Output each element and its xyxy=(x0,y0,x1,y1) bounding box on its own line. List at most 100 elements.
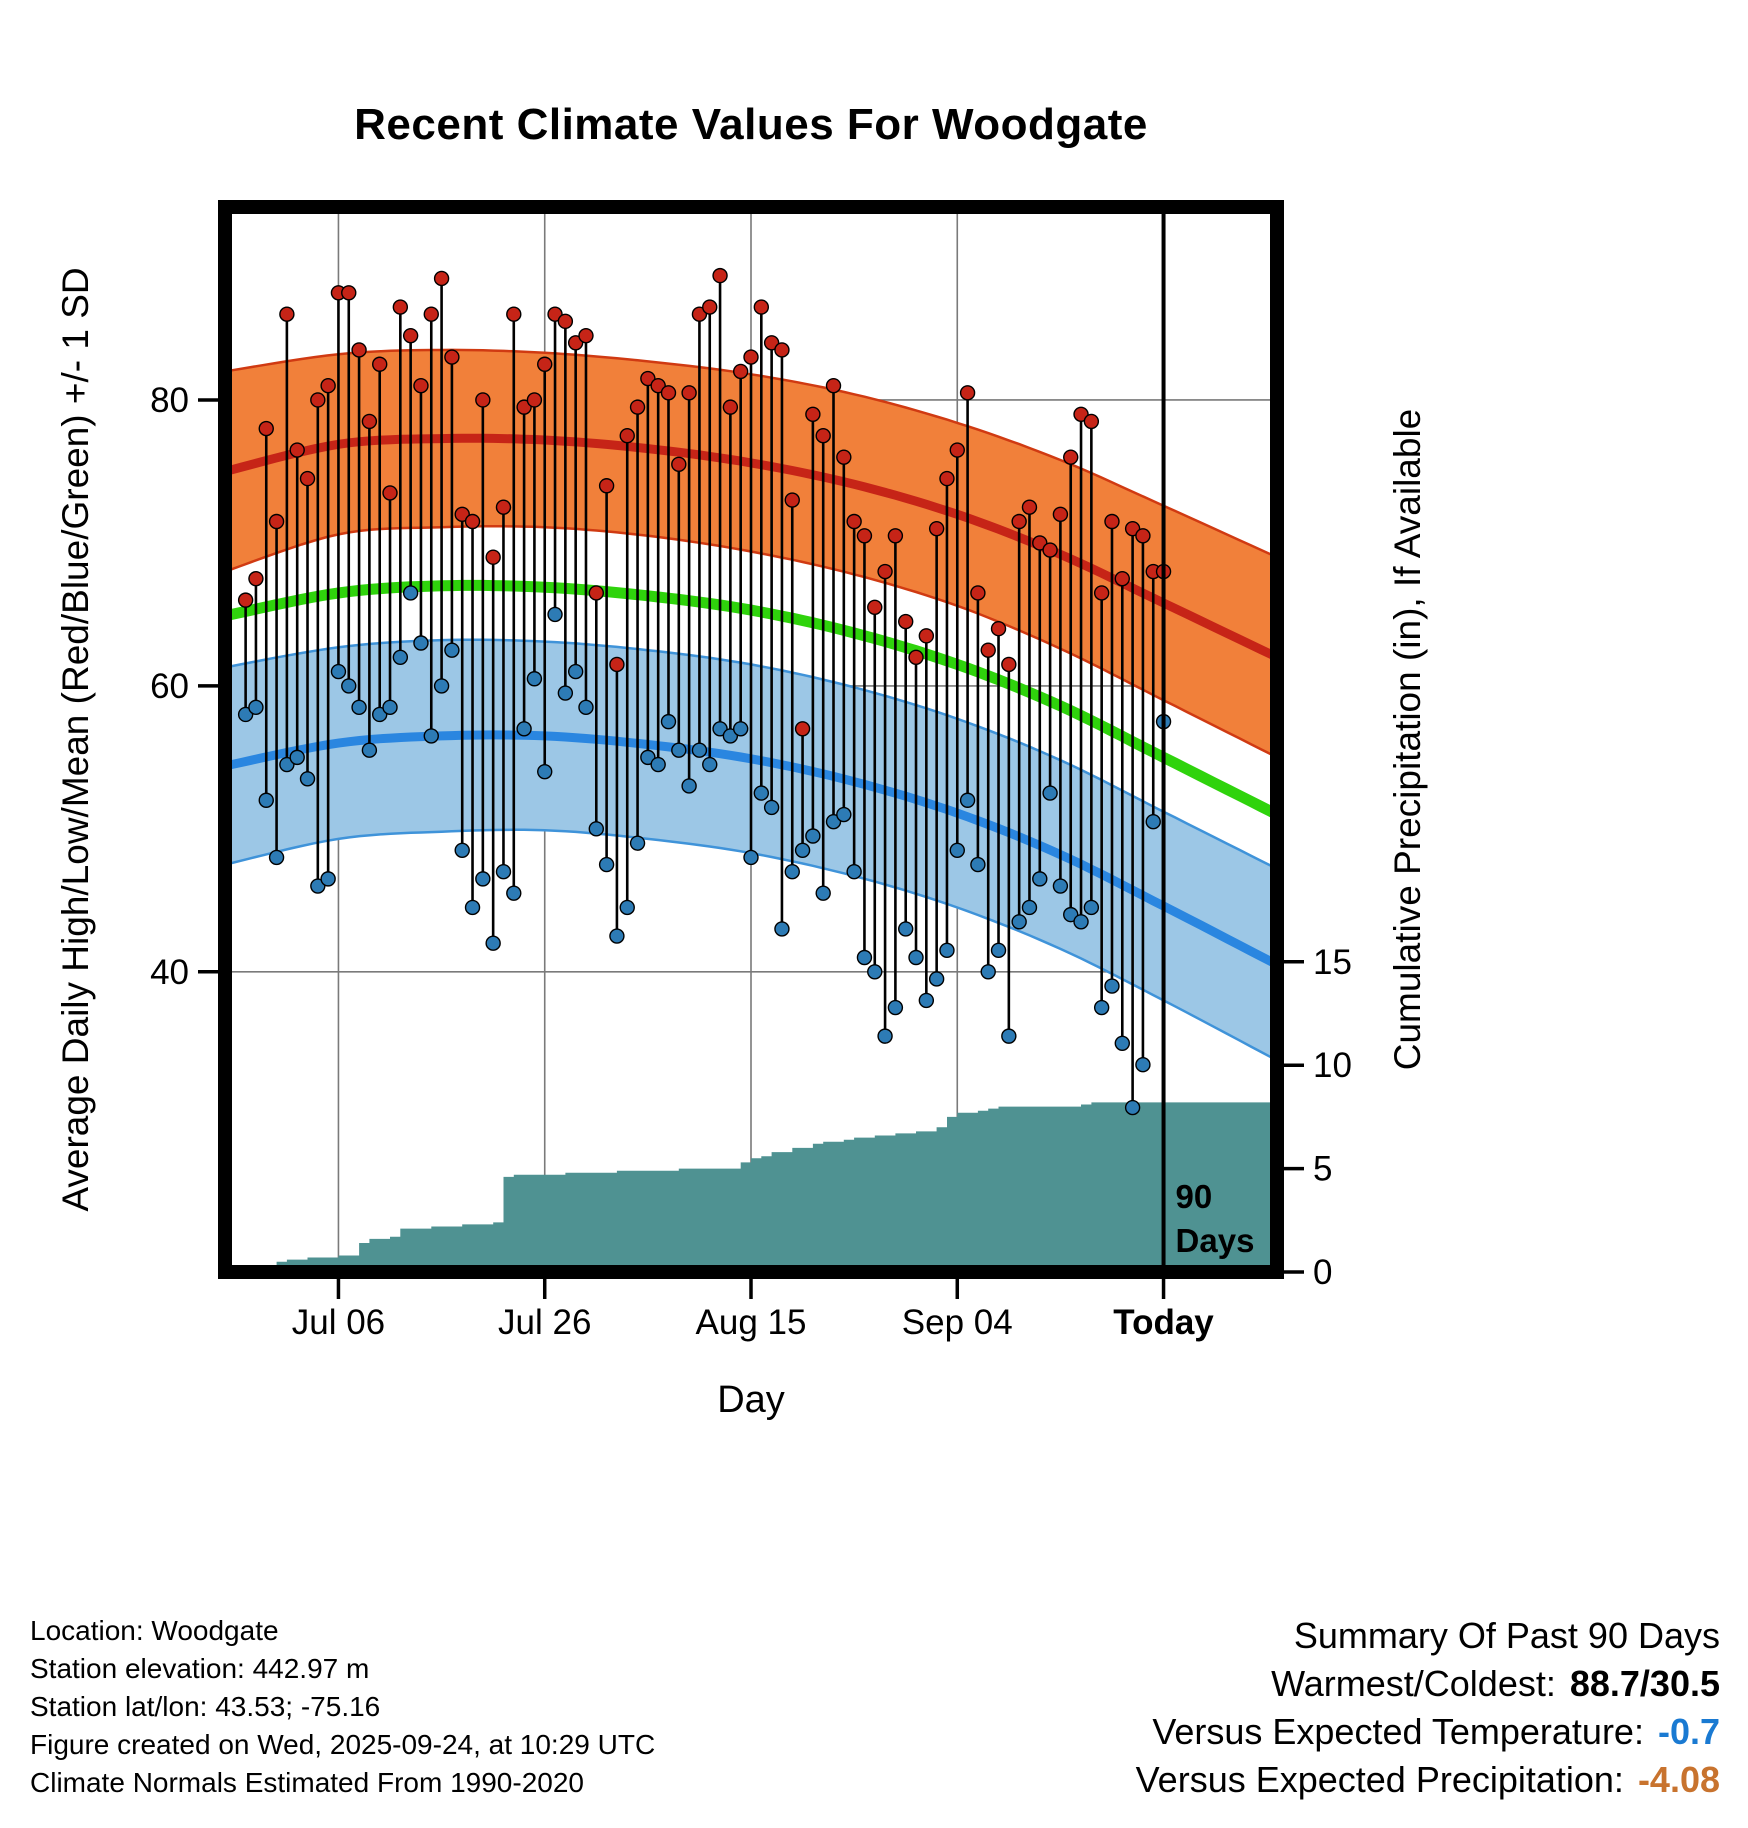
low-dot xyxy=(1083,899,1100,916)
low-dot xyxy=(423,728,439,744)
low-dot xyxy=(722,728,739,744)
x-tick-label: Today xyxy=(1113,1303,1214,1342)
low-dot xyxy=(1093,999,1110,1016)
low-dot xyxy=(320,871,336,887)
low-dot xyxy=(629,835,646,851)
low-dot xyxy=(310,878,326,894)
high-dot xyxy=(423,306,439,322)
low-dot xyxy=(640,749,656,766)
summary-row-warmest-coldest: Warmest/Coldest: 88.7/30.5 xyxy=(1136,1660,1720,1708)
low-dot xyxy=(671,742,687,758)
low-dot xyxy=(753,785,770,801)
high-dot xyxy=(361,413,378,430)
low-dot xyxy=(372,706,388,723)
high-dot xyxy=(1042,542,1058,558)
high-dot xyxy=(629,399,646,415)
low-dot xyxy=(402,585,419,601)
high-dot xyxy=(485,549,501,565)
high-dot xyxy=(990,621,1007,637)
y-right-tick-label: 0 xyxy=(1313,1253,1332,1292)
low-dot xyxy=(237,706,254,723)
low-dot xyxy=(609,928,625,944)
low-dot xyxy=(959,792,976,808)
high-dot xyxy=(1011,513,1027,530)
low-dot xyxy=(898,921,914,937)
low-dot xyxy=(299,771,316,787)
high-dot xyxy=(537,356,553,372)
high-dot xyxy=(753,299,770,315)
low-dot xyxy=(1124,1099,1141,1116)
station-elevation: Station elevation: 442.97 m xyxy=(30,1653,370,1684)
high-dot xyxy=(392,299,409,315)
summary-row-value-0: 88.7/30.5 xyxy=(1569,1663,1720,1704)
low-dot xyxy=(650,756,666,773)
high-dot xyxy=(1135,528,1151,544)
high-dot xyxy=(1124,520,1141,537)
high-dot xyxy=(691,306,708,322)
low-dot xyxy=(464,899,481,916)
daily-dots xyxy=(237,267,1172,1116)
y-right-tick-label: 5 xyxy=(1313,1150,1332,1189)
high-dot xyxy=(970,585,986,601)
figure-created: Figure created on Wed, 2025-09-24, at 10… xyxy=(30,1729,656,1760)
high-dot xyxy=(1104,513,1120,530)
high-dot xyxy=(794,721,811,737)
low-dot xyxy=(433,678,450,694)
summary-panel: Summary Of Past 90 Days Warmest/Coldest:… xyxy=(1136,1612,1720,1804)
low-dot xyxy=(794,842,811,858)
high-dot xyxy=(722,399,739,415)
low-dot xyxy=(980,964,996,980)
low-dot xyxy=(1001,1028,1017,1044)
low-dot xyxy=(1104,978,1120,994)
low-dot xyxy=(1073,914,1089,930)
high-dot xyxy=(743,349,759,365)
high-dot xyxy=(887,528,904,544)
low-dot xyxy=(805,828,821,844)
high-dot xyxy=(980,642,996,658)
high-dot xyxy=(588,585,604,601)
high-dot xyxy=(650,377,666,394)
low-dot xyxy=(1135,1057,1151,1073)
low-dot xyxy=(763,799,780,816)
low-dot xyxy=(279,756,295,773)
low-dot xyxy=(444,642,460,658)
high-dot xyxy=(619,428,635,444)
high-dot xyxy=(784,492,800,508)
summary-label-1: Versus Expected Temperature: xyxy=(1152,1711,1644,1752)
low-dot xyxy=(475,871,491,887)
low-dot xyxy=(248,699,264,716)
summary-row-vs-temperature: Versus Expected Temperature: -0.7 xyxy=(1136,1708,1720,1756)
low-dot xyxy=(557,685,574,701)
summary-label-0: Warmest/Coldest: xyxy=(1271,1663,1556,1704)
low-dot xyxy=(846,864,862,880)
high-dot xyxy=(702,299,718,315)
low-dot xyxy=(598,856,615,873)
high-dot xyxy=(1093,585,1110,601)
high-dot xyxy=(557,313,574,330)
high-dot xyxy=(268,513,285,530)
high-dot xyxy=(1063,449,1079,465)
high-dot xyxy=(475,392,491,408)
high-dot xyxy=(1114,570,1130,587)
low-dot xyxy=(537,763,553,780)
normals-note: Climate Normals Estimated From 1990-2020 xyxy=(30,1767,584,1798)
low-dot xyxy=(732,721,749,737)
high-dot xyxy=(805,406,821,422)
high-dot xyxy=(732,363,749,380)
low-dot xyxy=(547,606,563,623)
x-axis-label: Day xyxy=(717,1379,785,1421)
high-dot xyxy=(299,470,316,487)
low-dot xyxy=(918,992,935,1009)
high-dot xyxy=(578,327,594,344)
low-dot xyxy=(928,971,945,987)
high-dot xyxy=(372,356,388,372)
x-tick-label: Sep 04 xyxy=(902,1303,1013,1342)
high-dot xyxy=(1083,413,1100,430)
low-dot xyxy=(495,864,512,880)
low-dot xyxy=(1052,878,1069,894)
high-dot xyxy=(279,306,295,322)
summary-row-value-2: -4.08 xyxy=(1637,1759,1720,1800)
high-dot xyxy=(444,349,460,365)
y-right-tick-label: 10 xyxy=(1313,1046,1352,1085)
